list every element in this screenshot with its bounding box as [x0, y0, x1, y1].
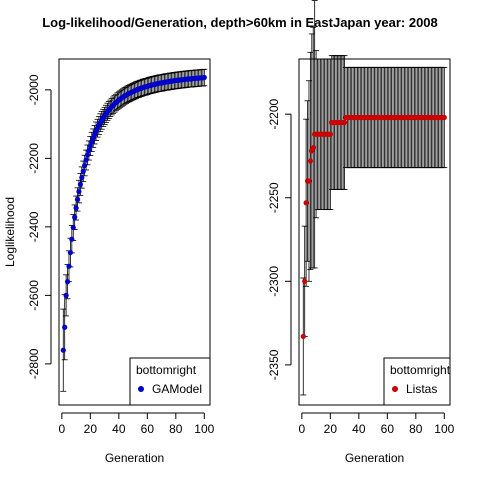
legend-title: bottomright — [390, 363, 451, 377]
data-point — [306, 178, 312, 184]
x-axis-label: Generation — [345, 451, 404, 465]
chart-title: Log-likelihood/Generation, depth>60km in… — [42, 15, 438, 30]
y-tick-label: -2000 — [27, 74, 41, 105]
series-GAModel — [60, 68, 208, 392]
legend-marker — [392, 386, 398, 392]
legend-label: GAModel — [152, 382, 202, 396]
y-tick-label: -2300 — [267, 266, 281, 297]
x-tick-label: 20 — [324, 422, 338, 436]
data-point — [80, 168, 86, 174]
data-point — [63, 292, 69, 298]
data-point — [327, 131, 333, 137]
data-point — [77, 181, 83, 187]
x-tick-label: 0 — [59, 422, 66, 436]
data-point — [307, 158, 313, 164]
data-point — [87, 143, 93, 149]
data-point — [84, 152, 91, 158]
data-point — [66, 263, 72, 269]
y-tick-label: -2200 — [27, 143, 41, 174]
data-point — [79, 174, 85, 181]
data-point — [70, 224, 76, 231]
data-point — [300, 333, 306, 340]
legend-label: Listas — [406, 382, 437, 396]
y-tick-label: -2350 — [267, 349, 281, 380]
x-tick-label: 80 — [409, 422, 423, 436]
data-point — [201, 74, 207, 81]
panel-left: 0 20 40 60 80 100 -2800 -2600 -2400 -2200 -2000 Gen… — [3, 58, 215, 465]
data-point — [302, 278, 308, 284]
x-tick-label: 60 — [141, 422, 155, 436]
y-tick-label: -2800 — [27, 348, 41, 379]
data-point — [76, 188, 82, 195]
data-point — [69, 236, 75, 242]
y-axis-label: Loglikelihood — [3, 197, 17, 267]
y-tick-label: -2400 — [27, 211, 41, 242]
data-point — [441, 114, 447, 121]
x-tick-label: 0 — [299, 422, 306, 436]
x-tick-label: 100 — [194, 422, 214, 436]
legend-title: bottomright — [136, 363, 197, 377]
data-point — [82, 162, 88, 169]
data-point — [60, 347, 66, 353]
data-point — [64, 279, 71, 285]
data-point — [73, 205, 79, 211]
data-point — [303, 200, 309, 206]
x-tick-label: 80 — [169, 422, 183, 436]
x-tick-label: 60 — [381, 422, 395, 436]
plot-frame — [298, 58, 451, 406]
x-tick-label: 40 — [352, 422, 366, 436]
data-point — [341, 119, 348, 126]
data-point — [62, 324, 68, 330]
plot-frame — [58, 58, 211, 406]
data-point — [74, 196, 81, 203]
y-tick-label: -2250 — [267, 182, 281, 213]
data-point — [67, 249, 73, 256]
x-tick-label: 100 — [434, 422, 454, 436]
x-tick-label: 40 — [112, 422, 126, 436]
legend-box — [383, 357, 451, 406]
x-axis-label: Generation — [105, 451, 164, 465]
data-point — [310, 144, 316, 151]
y-tick-label: -2200 — [267, 98, 281, 129]
legend-box — [129, 357, 211, 406]
data-point — [72, 214, 78, 220]
legend-marker — [138, 386, 144, 392]
data-point — [83, 157, 89, 163]
y-tick-label: -2600 — [27, 280, 41, 311]
data-point — [86, 147, 92, 154]
panel-right: 0 20 40 60 80 100 -2350 -2300 -2250 -2200 Generati… — [267, 0, 455, 465]
series-Listas — [300, 0, 448, 396]
x-tick-label: 20 — [84, 422, 98, 436]
